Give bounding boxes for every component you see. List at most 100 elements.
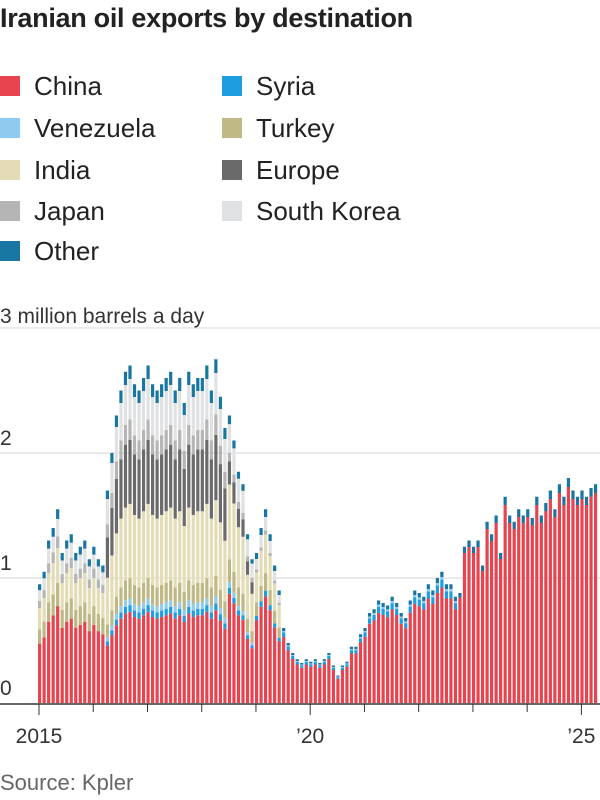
bar-segment-europe xyxy=(196,449,200,512)
bar-stack-2015-3 xyxy=(47,540,51,703)
bar-stack-2024-11 xyxy=(571,490,575,703)
bar-segment-india xyxy=(205,503,209,579)
bar-segment-europe xyxy=(119,459,123,519)
bar-segment-japan xyxy=(128,419,132,440)
bar-segment-other xyxy=(453,596,458,601)
bar-stack-2021-2 xyxy=(367,613,372,703)
bar-segment-india xyxy=(56,548,60,583)
legend-swatch-china xyxy=(0,76,20,96)
bar-segment-south-korea xyxy=(101,572,105,585)
bar-segment-other xyxy=(241,484,245,491)
bar-segment-south-korea xyxy=(245,539,250,557)
bar-segment-other xyxy=(431,590,435,595)
bar-segment-syria xyxy=(200,608,204,616)
bar-segment-europe xyxy=(200,449,204,512)
bar-segment-venezuela xyxy=(141,602,146,609)
bar-segment-south-korea xyxy=(196,391,200,430)
bar-segment-turkey xyxy=(96,613,100,632)
bar-segment-china xyxy=(517,517,521,703)
bar-segment-syria xyxy=(114,619,119,626)
bar-segment-turkey xyxy=(205,578,209,599)
bar-stack-2017-2 xyxy=(151,384,155,703)
bar-segment-venezuela xyxy=(440,577,444,580)
bar-segment-turkey xyxy=(200,582,204,603)
bar-segment-other xyxy=(458,593,462,598)
bar-segment-other xyxy=(408,600,412,605)
bar-segment-europe xyxy=(146,439,150,504)
bar-stack-2023-5 xyxy=(490,534,494,703)
bar-stack-2015-6 xyxy=(60,553,64,703)
bar-segment-other xyxy=(178,378,182,391)
bar-segment-china xyxy=(553,517,557,703)
bar-segment-venezuela xyxy=(453,601,458,604)
legend-item-other: Other xyxy=(0,231,99,271)
bar-segment-other xyxy=(214,359,218,373)
bar-segment-india xyxy=(250,593,254,632)
bar-segment-china xyxy=(431,604,435,703)
bar-segment-other xyxy=(322,659,326,661)
bar-segment-india xyxy=(187,507,191,581)
bar-segment-japan xyxy=(178,430,182,450)
bar-segment-china xyxy=(458,597,462,703)
bar-segment-china xyxy=(327,659,331,703)
bar-stack-2024-8 xyxy=(557,484,561,703)
bar-segment-china xyxy=(422,609,426,703)
bar-stack-2016-3 xyxy=(101,565,105,703)
bar-segment-south-korea xyxy=(114,427,119,462)
legend-swatch-venezuela xyxy=(0,118,20,138)
bar-segment-china xyxy=(123,613,128,703)
bar-segment-china xyxy=(119,618,123,704)
bar-stack-2015-2 xyxy=(42,571,46,704)
bar-segment-other xyxy=(404,618,408,622)
bar-segment-south-korea xyxy=(38,590,42,601)
bar-stack-2022-5 xyxy=(435,578,439,703)
bar-segment-other xyxy=(517,509,521,517)
stacked-bar-chart: 2015 ’20 ’25 0 1 2 3 million barrels a day xyxy=(0,305,600,748)
bar-segment-china xyxy=(254,620,259,703)
bar-segment-south-korea xyxy=(128,379,132,420)
bar-segment-europe xyxy=(110,508,114,556)
bar-segment-south-korea xyxy=(96,566,100,580)
bar-segment-other xyxy=(372,609,376,613)
bar-segment-syria xyxy=(327,656,331,659)
bar-segment-syria xyxy=(345,664,349,667)
bar-stack-2023-1 xyxy=(471,546,476,703)
bar-segment-other xyxy=(259,528,263,535)
y-axis-labels: 0 1 2 3 million barrels a day xyxy=(0,305,205,700)
bar-stack-2015-9 xyxy=(74,553,78,703)
bar-segment-japan xyxy=(277,602,281,606)
bar-segment-venezuela xyxy=(377,604,381,607)
bar-segment-china xyxy=(151,616,155,703)
bar-segment-china xyxy=(363,637,367,703)
bar-segment-china xyxy=(331,670,335,703)
bar-segment-japan xyxy=(56,536,60,549)
bar-segment-venezuela xyxy=(300,664,304,666)
bar-segment-other xyxy=(417,593,421,598)
bar-segment-china xyxy=(562,505,566,703)
bar-segment-china xyxy=(435,593,439,703)
bar-segment-other xyxy=(286,643,290,646)
bar-segment-south-korea xyxy=(105,499,109,525)
legend-swatch-turkey xyxy=(222,118,242,138)
bar-segment-china xyxy=(408,612,412,703)
bar-stack-2021-12 xyxy=(413,590,417,703)
bar-segment-other xyxy=(114,415,119,427)
x-tick-label: ’25 xyxy=(567,725,595,748)
bar-segment-india xyxy=(241,536,245,594)
bar-segment-other xyxy=(499,553,503,559)
bar-stack-2025-2 xyxy=(584,496,589,703)
bar-segment-other xyxy=(584,496,589,505)
legend-swatch-south-korea xyxy=(222,201,242,221)
bar-segment-turkey xyxy=(259,585,263,602)
bar-segment-syria xyxy=(187,606,191,614)
bar-stack-2017-4 xyxy=(160,384,164,703)
bar-segment-europe xyxy=(137,459,141,519)
bar-segment-china xyxy=(345,666,349,703)
bar-segment-china xyxy=(372,620,376,703)
bar-stack-2020-5 xyxy=(327,653,331,703)
bar-stack-2019-8 xyxy=(286,643,290,703)
bar-segment-other xyxy=(309,661,313,664)
bar-segment-venezuela xyxy=(218,608,222,615)
bar-stack-2024-5 xyxy=(544,503,548,703)
bar-segment-venezuela xyxy=(426,589,430,592)
